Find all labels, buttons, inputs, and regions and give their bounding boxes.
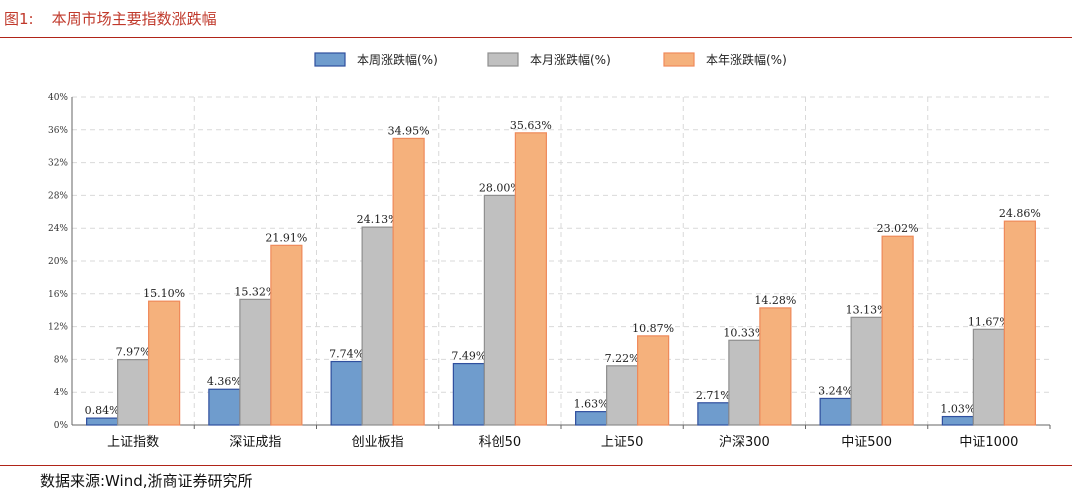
bar (637, 335, 670, 426)
y-tick-label: 24% (48, 224, 68, 234)
legend-swatch (314, 52, 346, 67)
data-label: 2.71% (696, 389, 731, 402)
bar (728, 339, 761, 426)
data-label: 3.24% (818, 384, 853, 397)
legend-swatch (487, 52, 519, 67)
bar (361, 226, 394, 426)
y-tick-label: 8% (54, 355, 69, 365)
x-tick-label: 沪深300 (719, 434, 770, 450)
data-label: 7.74% (329, 348, 364, 361)
data-label: 7.49% (451, 350, 486, 363)
data-label: 11.67% (968, 315, 1010, 328)
data-label: 1.03% (940, 403, 975, 416)
data-label: 15.32% (234, 285, 276, 298)
data-source-note: 数据来源:Wind,浙商证券研究所 (40, 472, 253, 490)
figure-number: 图1: (4, 10, 34, 28)
data-label: 35.63% (510, 119, 552, 132)
legend-swatch (663, 52, 695, 67)
x-tick-label: 科创50 (479, 435, 522, 450)
data-label: 7.22% (605, 352, 640, 365)
y-tick-label: 40% (48, 93, 68, 103)
data-label: 21.91% (265, 231, 307, 244)
x-tick-label: 上证指数 (107, 435, 159, 450)
bar (697, 402, 730, 426)
data-label: 15.10% (143, 287, 185, 300)
bar (330, 360, 363, 426)
bar-chart: 0% 4% 8% 12% 16% 20% 24% 28% 32% 36% 40% 0.84% 7.97%… (48, 52, 1051, 450)
data-label: 28.00% (479, 181, 521, 194)
bottom-rule (0, 465, 1072, 466)
bar (759, 307, 792, 426)
x-tick-label: 深证成指 (229, 435, 281, 450)
legend-label: 本周涨跌幅(%) (357, 52, 438, 67)
data-label: 10.33% (723, 326, 765, 339)
bar (606, 365, 639, 426)
y-tick-label: 12% (48, 323, 68, 333)
x-tick-label: 上证50 (601, 435, 644, 450)
bar (270, 244, 303, 426)
bar (1003, 220, 1036, 426)
data-label: 10.87% (632, 322, 674, 335)
bar (148, 300, 181, 426)
x-tick-label: 创业板指 (352, 435, 404, 450)
bar (850, 316, 883, 426)
data-label: 4.36% (207, 375, 242, 388)
bar (239, 298, 272, 426)
data-label: 24.13% (357, 213, 399, 226)
y-tick-label: 28% (48, 191, 68, 201)
bar (208, 388, 241, 426)
x-tick-label: 中证1000 (959, 435, 1018, 450)
data-label: 24.86% (999, 207, 1041, 220)
data-label: 7.97% (116, 346, 151, 359)
data-label: 1.63% (574, 398, 609, 411)
data-label: 23.02% (877, 222, 919, 235)
bar (972, 328, 1005, 426)
legend-label: 本年涨跌幅(%) (706, 52, 787, 67)
data-label: 14.28% (754, 294, 796, 307)
y-tick-label: 32% (48, 159, 68, 169)
x-tick-label: 中证500 (841, 435, 892, 450)
legend-label: 本月涨跌幅(%) (530, 52, 611, 67)
top-rule (0, 37, 1072, 38)
data-label: 13.13% (846, 303, 888, 316)
bar (452, 362, 485, 426)
bar (941, 415, 974, 426)
data-label: 34.95% (388, 124, 430, 137)
bar (86, 417, 119, 426)
bar (819, 397, 852, 426)
bar (575, 411, 608, 426)
figure-title: 本周市场主要指数涨跌幅 (51, 10, 217, 28)
y-tick-label: 16% (48, 290, 68, 300)
y-tick-label: 4% (54, 388, 69, 398)
bar (117, 359, 150, 426)
y-tick-label: 20% (48, 257, 68, 267)
figure-title-block: 图1: 本周市场主要指数涨跌幅 (4, 8, 217, 29)
y-tick-label: 0% (54, 421, 69, 431)
bar (514, 132, 547, 426)
bar (881, 235, 914, 426)
bar (483, 194, 516, 426)
data-label: 0.84% (85, 404, 120, 417)
bar (392, 137, 425, 426)
y-tick-label: 36% (48, 126, 68, 136)
